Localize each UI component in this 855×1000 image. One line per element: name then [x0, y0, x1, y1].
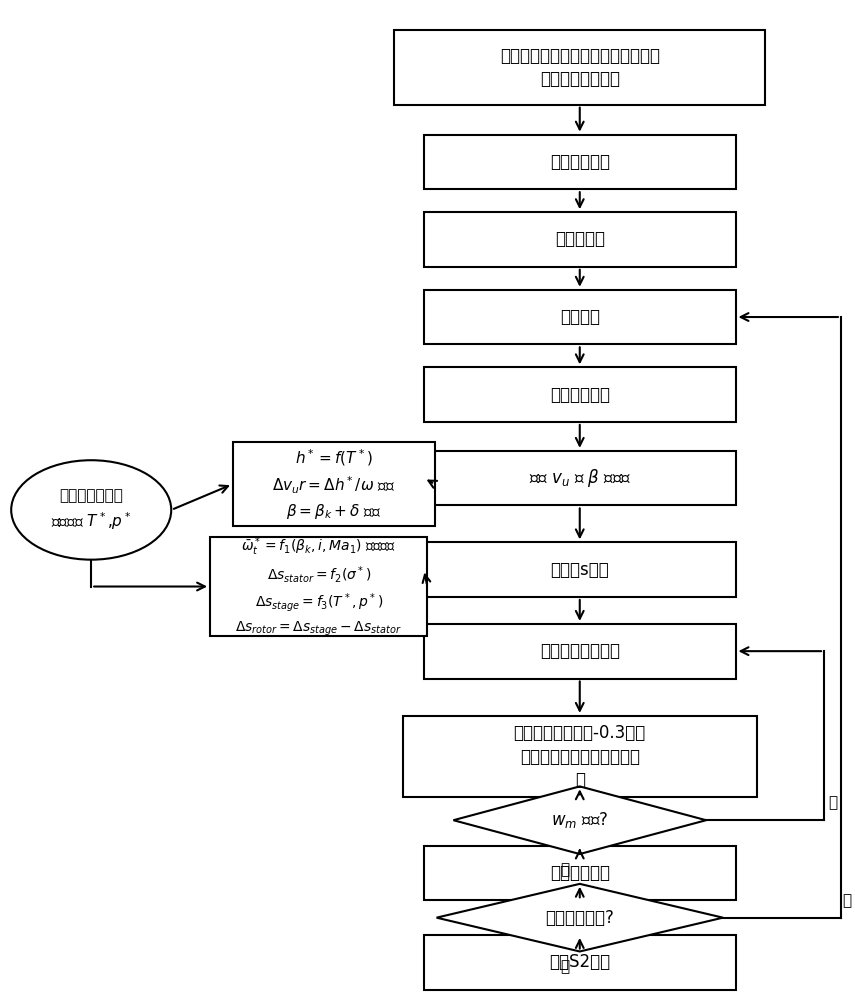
Text: 更新网格信息: 更新网格信息 [550, 386, 610, 404]
Text: 计算 $v_u$ 和 $\beta$ 的分布: 计算 $v_u$ 和 $\beta$ 的分布 [528, 467, 631, 489]
Text: $\bar{\omega}_t^* = f_1(\beta_k, i, Ma_1)$ 静子模型
$\Delta s_{stator} = f_2(\sigma^: $\bar{\omega}_t^* = f_1(\beta_k, i, Ma_1… [235, 536, 402, 638]
Polygon shape [437, 884, 723, 951]
FancyBboxPatch shape [424, 542, 735, 597]
FancyBboxPatch shape [424, 212, 735, 267]
FancyBboxPatch shape [424, 935, 735, 990]
Text: 初始化流场: 初始化流场 [555, 230, 604, 248]
FancyBboxPatch shape [424, 290, 735, 344]
Text: 设置初始流线: 设置初始流线 [550, 153, 610, 171]
FancyBboxPatch shape [210, 537, 428, 636]
Text: 流线光顺: 流线光顺 [560, 308, 599, 326]
FancyBboxPatch shape [424, 624, 735, 679]
FancyBboxPatch shape [394, 30, 765, 105]
Text: 级间测试数据：
静子前缘 $T^*$,$p^*$: 级间测试数据： 静子前缘 $T^*$,$p^*$ [51, 488, 132, 532]
FancyBboxPatch shape [424, 846, 735, 900]
Text: $w_m$ 收敛?: $w_m$ 收敛? [551, 810, 608, 830]
FancyBboxPatch shape [424, 367, 735, 422]
FancyBboxPatch shape [424, 451, 735, 505]
Text: 是: 是 [560, 959, 569, 974]
FancyBboxPatch shape [233, 442, 435, 526]
Text: 输入压气机几何、流量、环比堵塞、
转速、静子安装角: 输入压气机几何、流量、环比堵塞、 转速、静子安装角 [500, 47, 660, 88]
Text: 否: 否 [828, 795, 837, 810]
Text: 流线位置收敛?: 流线位置收敛? [545, 909, 614, 927]
Text: 是: 是 [560, 862, 569, 877]
Text: $h^* = f(T^*)$
$\Delta v_u r = \Delta h^*/\omega$ 转子
$\beta = \beta_k + \delta$ : $h^* = f(T^*)$ $\Delta v_u r = \Delta h^… [272, 447, 395, 521]
Text: 输出S2流场: 输出S2流场 [549, 953, 610, 971]
Polygon shape [453, 786, 706, 854]
Text: 重新分布流线: 重新分布流线 [550, 864, 610, 882]
FancyBboxPatch shape [424, 135, 735, 189]
Ellipse shape [11, 460, 171, 560]
Text: 求解径向平衡方程: 求解径向平衡方程 [540, 642, 620, 660]
Text: 否: 否 [842, 893, 852, 908]
Text: 计算熵s分布: 计算熵s分布 [551, 561, 609, 579]
Text: 若存在倒流区，将-0.3倍主
流速度设置为倒流区速度上
限: 若存在倒流区，将-0.3倍主 流速度设置为倒流区速度上 限 [514, 724, 646, 789]
FancyBboxPatch shape [403, 716, 757, 797]
